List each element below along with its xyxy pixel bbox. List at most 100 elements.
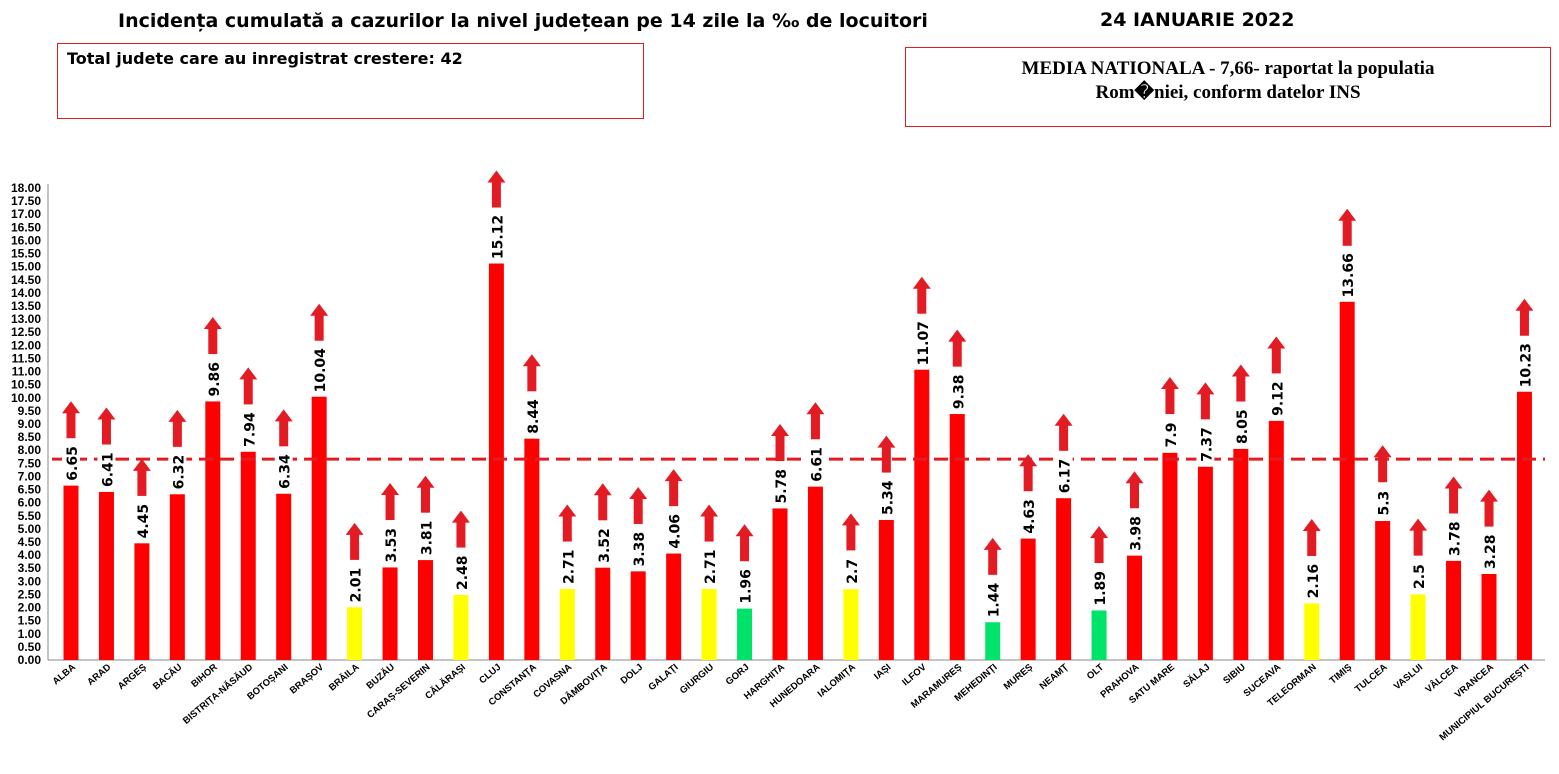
- bar: [807, 486, 823, 660]
- y-tick-label: 2.00: [18, 601, 42, 615]
- bar: [949, 414, 965, 660]
- y-tick-label: 5.00: [18, 522, 42, 536]
- bar: [1197, 466, 1213, 660]
- value-label: 4.45: [136, 504, 152, 539]
- trend-arrow-stem: [172, 420, 182, 447]
- x-tick-label: CLUJ: [477, 662, 503, 686]
- value-label: 8.44: [526, 399, 542, 434]
- bar: [985, 622, 1001, 660]
- bar: [1127, 555, 1142, 660]
- value-label-background: [841, 556, 860, 587]
- bar: [134, 543, 150, 660]
- value-label: 9.12: [1270, 381, 1286, 416]
- trend-arrow-head: [97, 407, 116, 420]
- bar: [1481, 573, 1497, 660]
- trend-arrow-stem: [1413, 529, 1423, 556]
- trend-arrow-stem: [988, 548, 998, 575]
- trend-arrow-stem: [1484, 500, 1494, 527]
- y-tick-label: 6.00: [18, 496, 42, 510]
- value-label: 5.34: [880, 480, 896, 515]
- value-label-background: [983, 580, 1002, 620]
- trend-arrow-head: [1019, 454, 1038, 467]
- value-label: 6.61: [809, 447, 825, 482]
- y-tick-label: 1.00: [18, 627, 42, 641]
- y-tick-label: 11.00: [12, 365, 42, 379]
- trend-arrow-stem: [846, 524, 856, 551]
- value-label-background: [203, 360, 222, 399]
- value-label-background: [1373, 488, 1392, 519]
- value-label: 7.9: [1164, 423, 1180, 448]
- value-label: 6.32: [171, 455, 187, 490]
- x-tick-label: BRAȘOV: [288, 661, 327, 696]
- y-tick-label: 12.50: [11, 325, 41, 339]
- y-tick-label: 14.50: [11, 273, 41, 287]
- trend-arrow-head: [310, 303, 329, 316]
- trend-arrow-stem: [385, 494, 395, 521]
- trend-arrow-head: [522, 354, 541, 367]
- trend-arrow-head: [1054, 413, 1073, 426]
- national-average-line-2: Rom�niei, conform datelor INS: [1095, 82, 1361, 103]
- trend-arrow-stem: [1378, 456, 1388, 483]
- value-label: 2.48: [455, 555, 471, 590]
- value-label-background: [487, 213, 506, 261]
- trend-arrow-head: [62, 401, 80, 414]
- y-tick-label: 4.00: [18, 548, 42, 562]
- trend-arrow-head: [700, 504, 719, 517]
- trend-arrow-head: [1373, 445, 1392, 458]
- bar: [595, 567, 611, 660]
- trend-arrow-stem: [527, 365, 537, 392]
- trend-arrow-head: [629, 486, 648, 499]
- x-tick-label: DOLJ: [619, 662, 645, 687]
- trend-arrow-stem: [1059, 424, 1069, 451]
- value-label: 8.05: [1235, 409, 1251, 444]
- national-average-line-1: MEDIA NATIONALA - 7,66- raportat la popu…: [1021, 58, 1435, 79]
- value-label: 1.96: [739, 569, 755, 604]
- trend-arrow-stem: [633, 497, 643, 524]
- y-tick-label: 10.50: [11, 378, 41, 392]
- value-label-background: [310, 346, 329, 394]
- value-label-background: [1267, 379, 1286, 418]
- y-tick-label: 2.50: [18, 587, 42, 601]
- trend-arrow-stem: [1271, 347, 1281, 374]
- value-label: 1.44: [987, 583, 1003, 618]
- bar: [630, 571, 646, 660]
- y-tick-label: 17.50: [11, 194, 41, 208]
- chart-title: Incidența cumulată a cazurilor la nivel …: [118, 10, 928, 32]
- trend-arrow-stem: [669, 480, 679, 507]
- trend-arrow-head: [1480, 489, 1498, 502]
- trend-arrow-head: [451, 510, 470, 523]
- trend-arrow-head: [664, 469, 683, 482]
- trend-arrow-stem: [1519, 309, 1529, 336]
- trend-arrow-stem: [704, 515, 714, 542]
- value-label-background: [912, 319, 931, 367]
- bar: [1446, 560, 1462, 660]
- y-tick-label: 3.50: [18, 561, 42, 575]
- trend-arrow-stem: [562, 515, 572, 542]
- value-label-background: [1302, 561, 1321, 601]
- value-label: 6.41: [100, 452, 116, 487]
- value-label: 5.3: [1377, 491, 1393, 516]
- trend-arrow-head: [735, 524, 754, 537]
- value-label-background: [1231, 407, 1250, 446]
- y-tick-label: 4.50: [18, 535, 42, 549]
- bar: [311, 396, 327, 660]
- value-label-background: [451, 553, 470, 592]
- value-label-background: [239, 410, 258, 449]
- y-tick-label: 14.00: [11, 286, 41, 300]
- value-label: 2.5: [1412, 564, 1428, 589]
- y-tick-label: 6.50: [18, 483, 42, 497]
- x-tick-label: ARGEȘ: [116, 662, 149, 692]
- value-label-background: [1338, 251, 1357, 299]
- trend-arrow-head: [1338, 208, 1357, 221]
- trend-arrow-stem: [1094, 537, 1104, 564]
- trend-arrow-head: [1515, 298, 1534, 311]
- x-tick-label: ALBA: [51, 662, 78, 687]
- value-label: 7.94: [242, 412, 258, 447]
- trend-arrow-head: [203, 317, 222, 330]
- trend-arrow-head: [1302, 518, 1321, 531]
- value-label-background: [664, 512, 683, 551]
- bar: [1091, 610, 1107, 660]
- value-label: 3.52: [597, 528, 613, 563]
- bar: [1268, 420, 1284, 660]
- x-tick-label: GALAȚI: [646, 662, 680, 693]
